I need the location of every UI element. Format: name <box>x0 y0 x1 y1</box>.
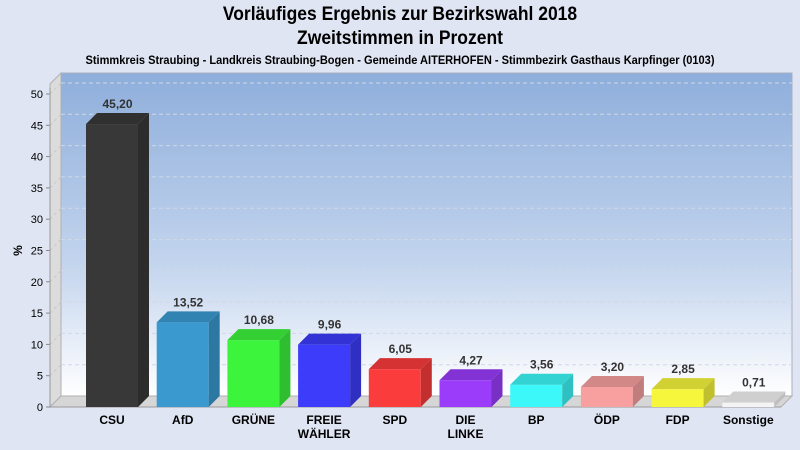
gridline-side <box>49 301 62 314</box>
y-tick-label: 45 <box>31 120 43 132</box>
bar-side <box>420 358 432 407</box>
bar-ödp <box>580 375 644 407</box>
y-tick-label: 40 <box>31 152 43 164</box>
y-tick-label: 20 <box>31 277 43 289</box>
gridline-side <box>49 333 62 345</box>
bar-top <box>580 375 644 387</box>
bar-side <box>350 333 362 407</box>
bar-front <box>86 124 138 407</box>
value-label: 4,27 <box>459 353 483 367</box>
category-label: FREIE <box>306 413 341 427</box>
category-label: DIE <box>455 413 475 427</box>
bar-side <box>562 373 574 407</box>
gridline-side <box>49 145 62 157</box>
value-label: 6,05 <box>389 342 413 356</box>
gridline-side <box>49 270 62 283</box>
bar-front <box>298 344 351 407</box>
chart-title: Vorläufiges Ergebnis zur Bezirkswahl 201… <box>222 4 578 25</box>
value-label: 2,85 <box>671 362 695 376</box>
bar-csu <box>86 113 149 407</box>
category-label: FDP <box>666 413 690 427</box>
value-label: 0,71 <box>742 376 766 390</box>
bar-side <box>491 369 503 407</box>
bar-front <box>722 402 775 407</box>
bar-top <box>368 358 432 370</box>
value-label: 45,20 <box>102 97 132 111</box>
category-label: ÖDP <box>594 412 620 427</box>
bar-front <box>651 389 704 407</box>
gridline-side <box>49 176 62 189</box>
bar-top <box>439 369 503 381</box>
bar-spd <box>368 358 432 407</box>
bar-top <box>86 113 149 125</box>
bar-side <box>138 113 149 407</box>
value-label: 13,52 <box>173 295 203 309</box>
y-tick-label: 5 <box>37 371 43 383</box>
category-label: LINKE <box>448 427 484 441</box>
bar-bp <box>510 373 574 407</box>
gridline-side <box>49 82 62 95</box>
category-label: GRÜNE <box>232 412 275 427</box>
bar-front <box>580 386 633 407</box>
bar-freie-wähler <box>298 333 362 407</box>
bar-top <box>510 373 574 385</box>
bar-side <box>774 391 786 407</box>
bar-grüne <box>227 329 291 407</box>
bar-front <box>156 322 209 407</box>
y-tick-label: 30 <box>31 214 43 226</box>
y-tick-label: 15 <box>31 308 43 320</box>
y-tick-label: 10 <box>31 339 43 351</box>
value-label: 3,20 <box>601 360 625 374</box>
bar-side <box>632 375 644 407</box>
bar-side <box>208 311 220 407</box>
value-label: 9,96 <box>318 318 342 332</box>
category-label: WÄHLER <box>298 426 351 441</box>
bar-front <box>368 369 421 407</box>
chart-caption: Stimmkreis Straubing - Landkreis Straubi… <box>85 53 715 67</box>
bar-front <box>227 340 280 407</box>
category-label: SPD <box>382 413 407 427</box>
value-label: 3,56 <box>530 358 554 372</box>
chart-subtitle: Zweitstimmen in Prozent <box>297 28 503 49</box>
gridline-side <box>49 364 62 377</box>
bar-top <box>651 378 715 390</box>
bar-front <box>439 380 492 407</box>
bar-fdp <box>651 378 715 407</box>
y-tick-label: 50 <box>31 89 43 101</box>
category-label: Sonstige <box>723 413 774 427</box>
y-axis-label: % <box>11 245 25 256</box>
y-tick-label: 25 <box>31 246 43 258</box>
gridline-side <box>49 113 62 126</box>
y-tick-label: 35 <box>31 183 43 195</box>
bar-top <box>722 391 786 403</box>
bar-side <box>279 329 291 407</box>
bar-side <box>703 378 715 407</box>
bar-front <box>510 384 563 407</box>
bar-top <box>298 333 362 345</box>
bar-die-linke <box>439 369 503 407</box>
bar-afd <box>156 311 220 407</box>
bar-sonstige <box>722 391 786 407</box>
category-label: BP <box>528 413 545 427</box>
y-tick-label: 0 <box>37 402 43 414</box>
gridline-side <box>49 207 62 220</box>
category-label: AfD <box>172 413 194 427</box>
value-label: 10,68 <box>244 313 274 327</box>
category-label: CSU <box>99 413 124 427</box>
bar-top <box>227 329 291 341</box>
bar-top <box>156 311 220 323</box>
gridline-side <box>49 239 62 251</box>
